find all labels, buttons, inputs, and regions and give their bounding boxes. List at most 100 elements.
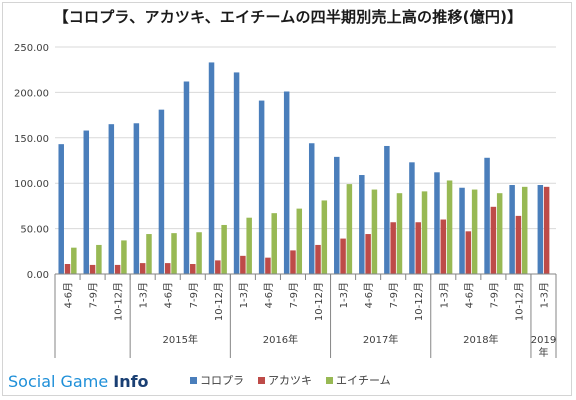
bar-エイチーム: [321, 200, 328, 274]
chart-title: 【コロプラ、アカツキ、エイチームの四半期別売上高の推移(億円)】: [53, 8, 523, 26]
bar-エイチーム: [246, 217, 252, 274]
x-category-label: 10-12月: [213, 282, 225, 321]
bar-アカツキ: [190, 264, 196, 274]
x-category-label: 10-12月: [513, 282, 525, 321]
brand-logo: Social Game Info: [8, 372, 149, 391]
bar-エイチーム: [396, 193, 403, 274]
bar-エイチーム: [71, 247, 77, 274]
bar-コロプラ: [58, 144, 64, 274]
bar-コロプラ: [83, 130, 90, 274]
bar-コロプラ: [334, 156, 340, 274]
y-tick-label: 0.00: [27, 270, 49, 281]
bar-エイチーム: [496, 193, 503, 274]
bar-コロプラ: [308, 143, 315, 274]
bar-アカツキ: [265, 257, 271, 274]
bar-アカツキ: [215, 260, 221, 274]
bar-アカツキ: [465, 231, 472, 274]
year-label: 2017年: [363, 333, 398, 346]
y-tick-label: 50.00: [20, 225, 49, 236]
bar-アカツキ: [240, 255, 246, 274]
bar-アカツキ: [543, 186, 550, 274]
year-label: 2016年: [263, 333, 298, 346]
bar-アカツキ: [290, 250, 296, 274]
x-category-label: 10-12月: [413, 282, 425, 321]
bar-コロプラ: [509, 185, 515, 274]
year-label: 2018年: [463, 333, 498, 346]
bar-コロプラ: [233, 72, 240, 274]
bar-エイチーム: [346, 184, 353, 274]
x-category-label: 7-9月: [88, 282, 100, 308]
year-label: 年: [538, 346, 548, 359]
x-category-label: 7-9月: [288, 282, 300, 308]
x-category-label: 10-12月: [313, 282, 325, 321]
legend-label: コロプラ: [200, 374, 244, 387]
y-tick-label: 200.00: [14, 88, 49, 99]
bar-コロプラ: [434, 172, 440, 274]
bar-コロプラ: [484, 157, 490, 274]
bar-エイチーム: [96, 244, 102, 274]
x-category-label: 7-9月: [188, 282, 200, 308]
bar-アカツキ: [315, 244, 321, 274]
bar-エイチーム: [146, 234, 152, 274]
bar-アカツキ: [490, 206, 497, 274]
bar-コロプラ: [409, 162, 415, 274]
bar-エイチーム: [421, 191, 428, 274]
x-category-label: 4-6月: [163, 282, 175, 308]
bar-アカツキ: [365, 234, 371, 274]
legend-swatch: [258, 376, 265, 384]
x-category-label: 1-3月: [138, 282, 150, 308]
x-category-label: 7-9月: [488, 282, 500, 308]
bar-コロプラ: [384, 145, 390, 274]
bar-アカツキ: [390, 222, 396, 274]
bar-アカツキ: [89, 264, 96, 274]
bar-エイチーム: [446, 180, 453, 274]
bar-アカツキ: [64, 264, 71, 274]
y-tick-label: 250.00: [14, 43, 49, 54]
bar-アカツキ: [114, 264, 121, 274]
legend-item: コロプラ: [190, 372, 244, 388]
x-category-label: 1-3月: [438, 282, 450, 308]
x-category-label: 1-3月: [538, 282, 550, 308]
year-label: 2019: [531, 335, 556, 346]
bar-エイチーム: [296, 208, 303, 274]
bar-アカツキ: [515, 215, 522, 274]
x-category-label: 1-3月: [238, 282, 250, 308]
x-category-label: 10-12月: [113, 282, 125, 321]
bar-エイチーム: [471, 189, 478, 274]
legend-item: エイチーム: [326, 372, 391, 388]
bar-アカツキ: [340, 238, 346, 274]
brand-info: Info: [113, 372, 149, 391]
year-label: 2015年: [163, 333, 198, 346]
bar-アカツキ: [415, 222, 421, 274]
bar-コロプラ: [459, 187, 465, 274]
bar-コロプラ: [133, 123, 140, 274]
x-category-label: 4-6月: [263, 282, 275, 308]
chart-frame: [2, 2, 572, 396]
legend-swatch: [326, 376, 333, 384]
legend-label: アカツキ: [268, 374, 312, 387]
x-category-label: 4-6月: [63, 282, 75, 308]
x-category-label: 7-9月: [388, 282, 400, 308]
bar-アカツキ: [164, 263, 171, 274]
x-category-label: 4-6月: [363, 282, 375, 308]
bar-エイチーム: [371, 189, 378, 274]
bar-コロプラ: [283, 91, 290, 274]
bar-コロプラ: [258, 100, 265, 275]
bar-コロプラ: [208, 62, 215, 274]
bar-コロプラ: [359, 175, 365, 274]
bar-エイチーム: [271, 213, 277, 274]
bar-エイチーム: [196, 232, 202, 274]
x-category-label: 1-3月: [338, 282, 350, 308]
brand-text: Social Game: [8, 372, 114, 391]
legend-swatch: [190, 376, 197, 384]
legend-label: エイチーム: [336, 374, 391, 387]
bar-コロプラ: [183, 81, 190, 274]
legend: コロプラ アカツキ エイチーム: [190, 372, 391, 388]
x-category-label: 4-6月: [463, 282, 475, 308]
bar-エイチーム: [521, 186, 528, 274]
legend-item: アカツキ: [258, 372, 312, 388]
bar-コロプラ: [537, 185, 544, 274]
bar-エイチーム: [121, 240, 127, 274]
y-tick-label: 100.00: [14, 179, 49, 190]
